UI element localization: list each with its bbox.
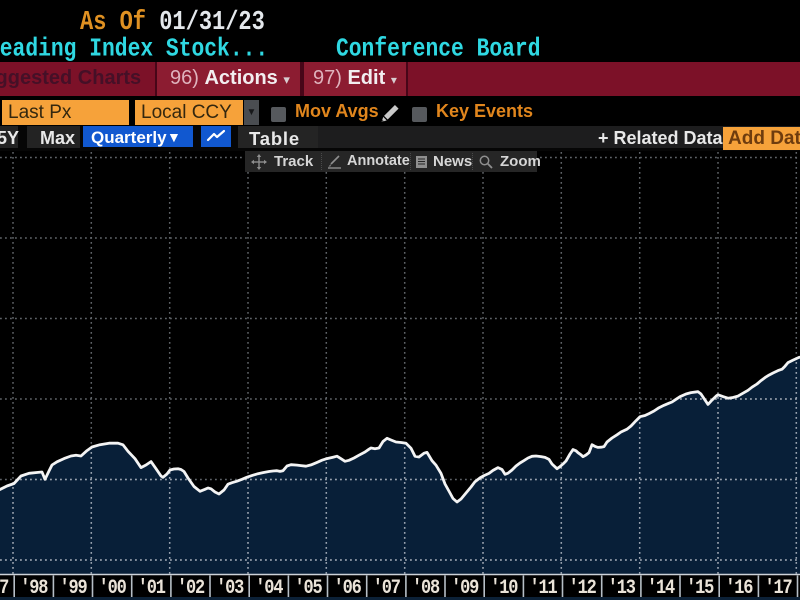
svg-text:'15: '15 (686, 577, 714, 600)
svg-text:'98: '98 (20, 577, 48, 600)
svg-text:'05: '05 (295, 577, 323, 600)
svg-text:'08: '08 (412, 577, 440, 600)
svg-text:'07: '07 (373, 577, 400, 600)
svg-text:'97: '97 (0, 577, 8, 600)
svg-text:'13: '13 (608, 577, 636, 600)
svg-text:'02: '02 (177, 577, 205, 600)
svg-text:'06: '06 (334, 577, 362, 600)
svg-text:'12: '12 (569, 577, 597, 600)
svg-text:'04: '04 (255, 577, 283, 600)
svg-text:'09: '09 (451, 577, 479, 600)
svg-text:'01: '01 (138, 577, 166, 600)
svg-text:'14: '14 (647, 577, 675, 600)
svg-text:'03: '03 (216, 577, 244, 600)
svg-text:'10: '10 (490, 577, 518, 600)
svg-text:'11: '11 (530, 577, 558, 600)
svg-text:'00: '00 (99, 577, 127, 600)
svg-text:'16: '16 (725, 577, 753, 600)
svg-text:'99: '99 (60, 577, 88, 600)
svg-text:'17: '17 (765, 577, 792, 600)
